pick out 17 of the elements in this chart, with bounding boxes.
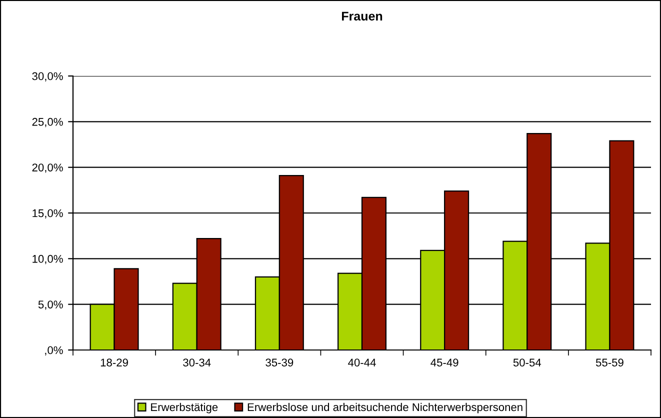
y-tick-label: 25,0% [32, 118, 63, 128]
y-tick-label: 10,0% [32, 254, 63, 264]
chart-title: Frauen [342, 12, 382, 21]
x-tick-label: 45-49 [430, 358, 458, 366]
y-tick-label: ,0% [45, 346, 63, 356]
x-tick-label: 40-44 [348, 358, 376, 366]
legend-label: Erwerbslose und arbeitsuchende Nichterwerbspersonen [248, 402, 522, 414]
x-tick-label: 50-54 [513, 358, 542, 366]
x-tick-label: 30-34 [183, 358, 211, 366]
y-tick-label: 20,0% [32, 164, 63, 173]
x-tick-label: 35-39 [266, 358, 294, 366]
y-tick-label: 5,0% [38, 300, 63, 310]
x-tick-label: 18-29 [100, 358, 128, 366]
y-tick-label: 30,0% [32, 72, 63, 82]
legend-label: Erwerbstätige [151, 402, 218, 414]
x-tick-label: 55-59 [596, 358, 624, 366]
y-tick-label: 15,0% [32, 209, 63, 218]
